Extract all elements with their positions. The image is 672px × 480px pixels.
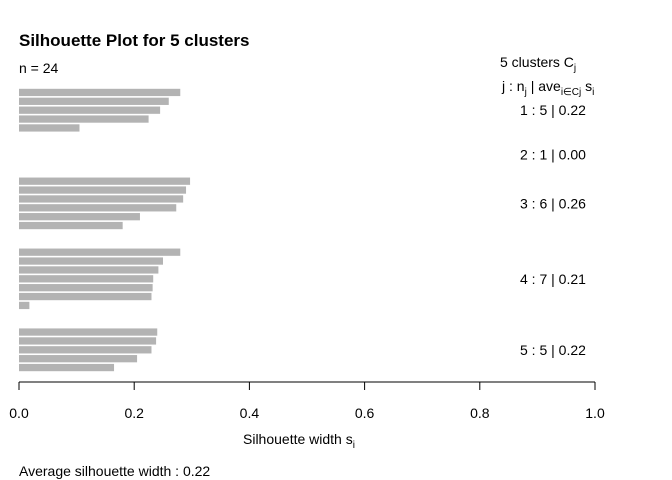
silhouette-bar [19, 355, 138, 363]
silhouette-bar [19, 88, 181, 97]
chart-title: Silhouette Plot for 5 clusters [19, 31, 250, 50]
x-axis-label: Silhouette width si [243, 431, 355, 451]
silhouette-bar [19, 186, 187, 194]
silhouette-bar [19, 124, 80, 132]
cluster-label: 3 : 6 | 0.26 [520, 195, 586, 211]
x-tick-label: 0.2 [124, 405, 144, 421]
cluster-label: 4 : 7 | 0.21 [520, 271, 586, 287]
silhouette-bar [19, 213, 140, 221]
n-label: n = 24 [19, 60, 59, 76]
x-axis-ticks: 0.0 0.2 0.4 0.6 0.8 1.0 [9, 382, 605, 421]
silhouette-bar [19, 97, 169, 105]
cluster-label: 2 : 1 | 0.00 [520, 147, 586, 163]
silhouette-bar [19, 301, 30, 310]
x-tick-label: 0.4 [240, 405, 260, 421]
silhouette-bar [19, 275, 154, 283]
silhouette-bar [19, 284, 153, 292]
silhouette-bar [19, 346, 152, 354]
legend-header-line1: 5 clusters Cj [500, 54, 576, 74]
x-tick-label: 1.0 [585, 405, 605, 421]
silhouette-bars [19, 88, 191, 372]
average-silhouette-width: Average silhouette width : 0.22 [19, 463, 210, 479]
silhouette-bar [19, 221, 123, 230]
silhouette-bar [19, 363, 115, 372]
x-tick-label: 0.0 [9, 405, 29, 421]
silhouette-bar [19, 106, 161, 114]
silhouette-bar [19, 328, 158, 336]
silhouette-bar [19, 204, 177, 212]
silhouette-bar [19, 177, 191, 185]
silhouette-bar [19, 248, 181, 256]
silhouette-bar [19, 337, 157, 345]
silhouette-bar [19, 257, 163, 265]
cluster-label: 1 : 5 | 0.22 [520, 102, 586, 118]
legend-header: 5 clusters Cj j : nj | avei∈Cj si [500, 54, 594, 98]
cluster-label: 5 : 5 | 0.22 [520, 342, 586, 358]
silhouette-bar [19, 115, 149, 123]
x-tick-label: 0.6 [355, 405, 375, 421]
silhouette-bar [19, 266, 159, 274]
x-tick-label: 0.8 [470, 405, 490, 421]
legend-header-line2: j : nj | avei∈Cj si [501, 78, 594, 98]
silhouette-bar [19, 292, 152, 301]
cluster-labels: 1 : 5 | 0.22 2 : 1 | 0.00 3 : 6 | 0.26 4 : … [520, 102, 586, 358]
silhouette-bar [19, 195, 184, 203]
